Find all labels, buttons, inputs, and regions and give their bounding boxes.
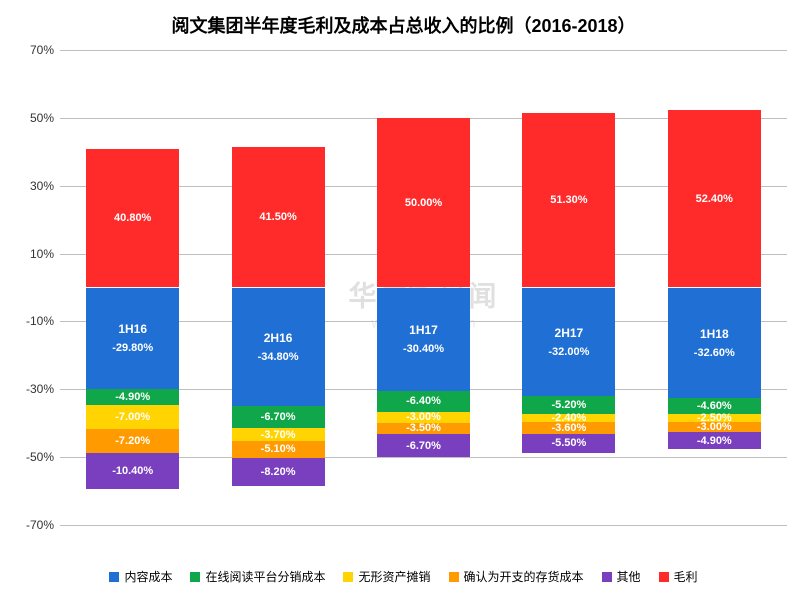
chart-title: 阅文集团半年度毛利及成本占总收入的比例（2016-2018） <box>0 0 807 38</box>
bar-group: 41.50% 2H16 -34.80% -6.70% -3.70% -5.10% -8.20… <box>232 50 325 525</box>
segment-value-label: 52.40% <box>696 193 733 205</box>
bar-segment: -4.90% <box>668 432 761 449</box>
bar-segment: 1H16 -29.80% <box>86 288 179 389</box>
bar-segment: 40.80% <box>86 149 179 287</box>
legend-label: 内容成本 <box>124 568 172 585</box>
bar-segment: -7.00% <box>86 405 179 429</box>
y-axis-label: -70% <box>26 518 54 532</box>
bar-segment: -5.50% <box>522 434 615 453</box>
bar-segment: 41.50% <box>232 147 325 288</box>
category-label: 2H16 <box>264 331 293 345</box>
segment-value-label: -32.00% <box>548 346 589 358</box>
segment-value-label: -34.80% <box>258 351 299 363</box>
segment-value-label: -7.00% <box>115 411 150 423</box>
legend-item: 其他 <box>602 568 641 585</box>
segment-value-label: -5.10% <box>261 443 296 455</box>
y-axis-label: -10% <box>26 314 54 328</box>
bar-segment: -8.20% <box>232 458 325 486</box>
y-axis-label: 10% <box>30 247 54 261</box>
segment-value-label: -30.40% <box>403 343 444 355</box>
bar-segment: 1H18 -32.60% <box>668 288 761 399</box>
segment-value-label: -32.60% <box>694 347 735 359</box>
bar-segment: -7.20% <box>86 429 179 453</box>
segment-value-label: -4.60% <box>697 400 732 412</box>
segment-value-label: 51.30% <box>550 194 587 206</box>
grid-line <box>60 525 787 526</box>
segment-value-label: 41.50% <box>259 211 296 223</box>
bar-group: 52.40%1H18-32.60%-4.60%-2.50%-3.00%-4.90… <box>668 50 761 525</box>
bar-segment: -3.00% <box>377 412 470 422</box>
bar-segment: -6.70% <box>377 434 470 457</box>
segment-value-label: -5.20% <box>551 399 586 411</box>
y-axis-label: 50% <box>30 111 54 125</box>
bar-segment: 2H16 -34.80% <box>232 288 325 406</box>
segment-value-label: -3.50% <box>406 422 441 434</box>
legend-item: 在线阅读平台分销成本 <box>190 568 325 585</box>
category-label: 1H18 <box>700 327 729 341</box>
y-axis-label: 70% <box>30 43 54 57</box>
segment-value-label: -6.70% <box>261 411 296 423</box>
bar-group: 50.00% 1H17 -30.40% -6.40% -3.00%-3.50% -6.70… <box>377 50 470 525</box>
bar-segment: 2H17 -32.00% <box>522 288 615 397</box>
bar-segment: 51.30% <box>522 113 615 287</box>
segment-value-label: 50.00% <box>405 197 442 209</box>
bar-segment: -6.40% <box>377 391 470 413</box>
chart-container: 阅文集团半年度毛利及成本占总收入的比例（2016-2018） V 华尔街见闻 w… <box>0 0 807 595</box>
bar-segment: 1H17 -30.40% <box>377 288 470 391</box>
bar-segment: -3.50% <box>377 423 470 435</box>
bar-segment: 50.00% <box>377 118 470 288</box>
segment-value-label: -10.40% <box>112 465 153 477</box>
segment-value-label: 40.80% <box>114 212 151 224</box>
bar-segment: -10.40% <box>86 453 179 488</box>
legend-swatch <box>109 572 119 582</box>
y-axis-label: 30% <box>30 179 54 193</box>
legend-label: 无形资产摊销 <box>358 568 430 585</box>
legend-swatch <box>659 572 669 582</box>
bar-group: 51.30% 2H17 -32.00% -5.20% -2.40%-3.60% -5.50… <box>522 50 615 525</box>
legend-swatch <box>343 572 353 582</box>
legend-item: 毛利 <box>659 568 698 585</box>
legend-item: 内容成本 <box>109 568 172 585</box>
bar-segment: -3.70% <box>232 428 325 441</box>
bars: 40.80% 1H16 -29.80% -4.90% -7.00% -7.20% -10.4… <box>60 50 787 525</box>
segment-value-label: -6.40% <box>406 395 441 407</box>
bar-segment: -3.60% <box>522 422 615 434</box>
legend-swatch <box>449 572 459 582</box>
y-axis-label: -30% <box>26 382 54 396</box>
segment-value-label: -4.90% <box>115 391 150 403</box>
bar-segment: -2.40% <box>522 414 615 422</box>
plot-area: V 华尔街见闻 wallstreetcn.com -70%-50%-30%-10… <box>60 50 787 525</box>
bar-group: 40.80% 1H16 -29.80% -4.90% -7.00% -7.20% -10.4… <box>86 50 179 525</box>
segment-value-label: -3.60% <box>551 422 586 434</box>
bar-segment: -5.10% <box>232 441 325 458</box>
bar-segment: -6.70% <box>232 406 325 429</box>
legend: 内容成本 在线阅读平台分销成本 无形资产摊销 确认为开支的存货成本 其他 毛利 <box>0 568 807 585</box>
category-label: 1H16 <box>118 322 147 336</box>
bar-segment: -3.00% <box>668 422 761 432</box>
legend-item: 无形资产摊销 <box>343 568 430 585</box>
segment-value-label: -7.20% <box>115 435 150 447</box>
segment-value-label: -8.20% <box>261 466 296 478</box>
legend-label: 确认为开支的存货成本 <box>464 568 584 585</box>
segment-value-label: -6.70% <box>406 440 441 452</box>
legend-label: 毛利 <box>674 568 698 585</box>
category-label: 2H17 <box>555 326 584 340</box>
legend-item: 确认为开支的存货成本 <box>449 568 584 585</box>
y-axis-label: -50% <box>26 450 54 464</box>
legend-label: 其他 <box>617 568 641 585</box>
segment-value-label: -3.70% <box>261 429 296 441</box>
legend-swatch <box>602 572 612 582</box>
category-label: 1H17 <box>409 323 438 337</box>
legend-label: 在线阅读平台分销成本 <box>205 568 325 585</box>
legend-swatch <box>190 572 200 582</box>
bar-segment: 52.40% <box>668 110 761 288</box>
segment-value-label: -29.80% <box>112 342 153 354</box>
segment-value-label: -4.90% <box>697 435 732 447</box>
bar-segment: -4.90% <box>86 389 179 406</box>
segment-value-label: -5.50% <box>551 437 586 449</box>
